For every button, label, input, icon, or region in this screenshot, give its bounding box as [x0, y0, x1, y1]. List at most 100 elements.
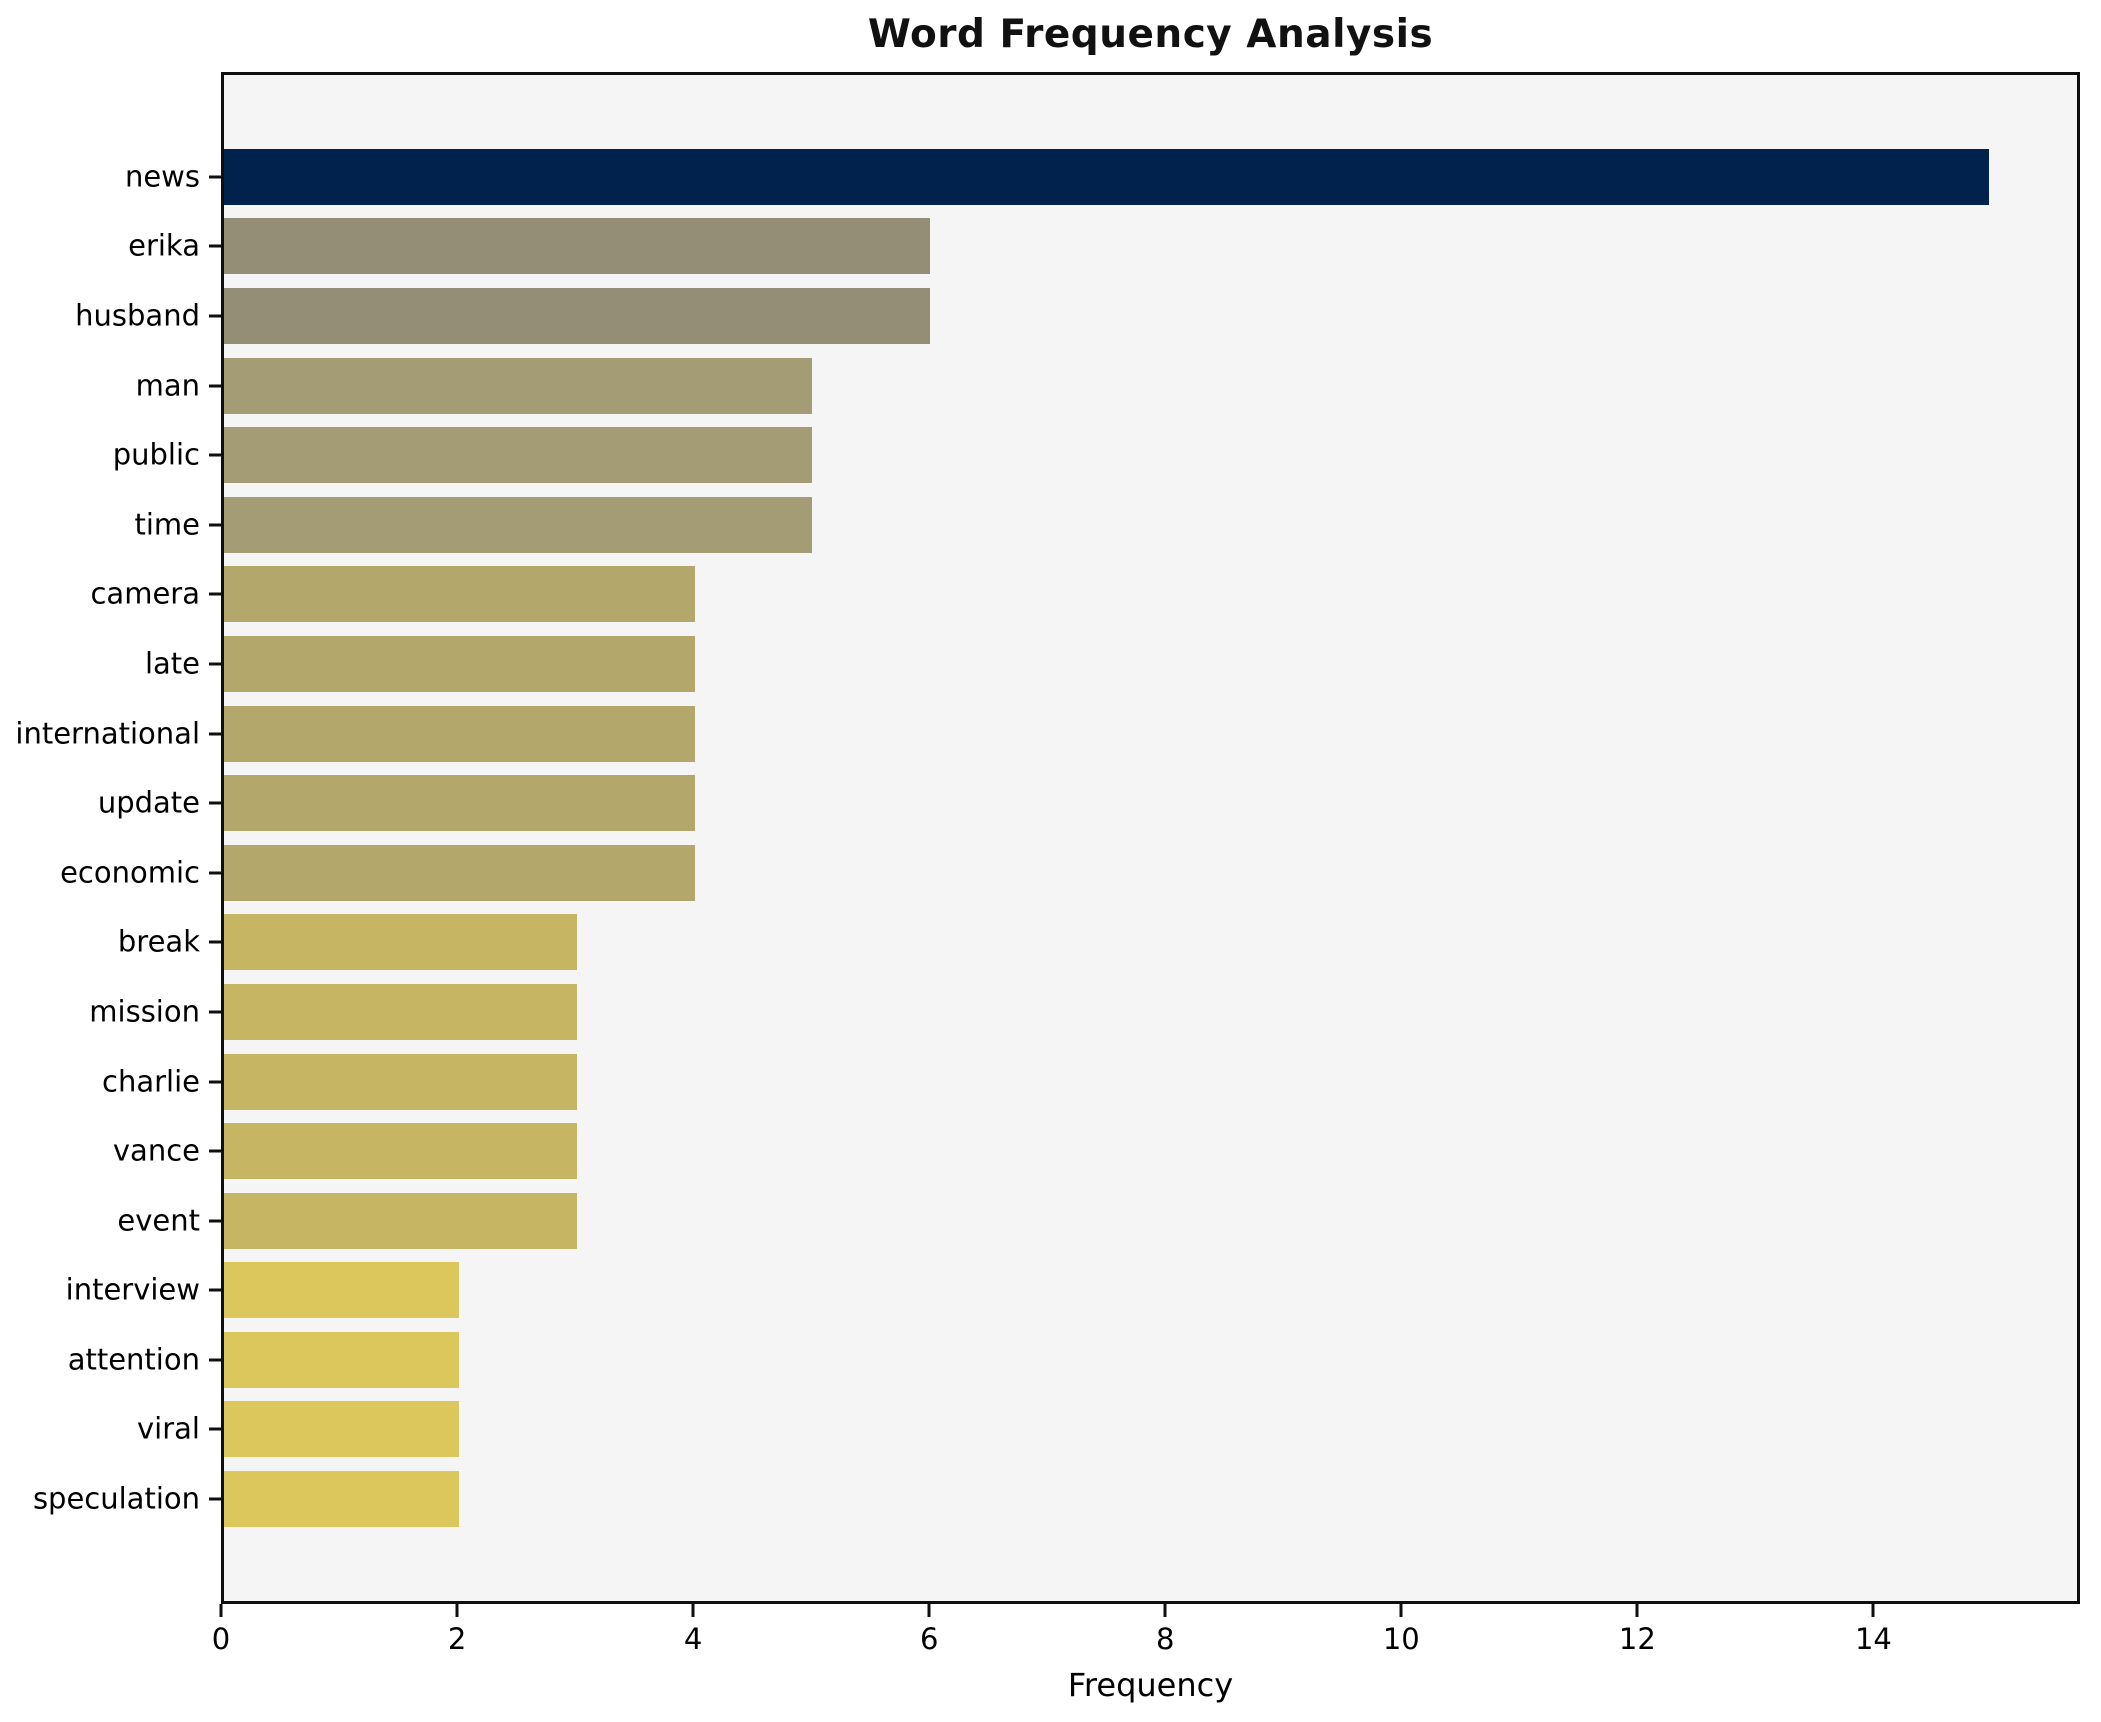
y-tick-mark	[209, 523, 221, 527]
x-tick-mark	[691, 1604, 695, 1617]
plot-area: news erika husband man public time camera late i…	[15, 72, 2080, 1604]
bar-row: late	[145, 629, 2077, 699]
y-tick-label: erika	[128, 228, 200, 263]
bar-mission	[224, 983, 577, 1040]
bar-row: economic	[60, 838, 2077, 908]
bar-row: mission	[89, 977, 2077, 1047]
y-tick-mark	[209, 1219, 221, 1223]
y-tick-mark	[209, 175, 221, 179]
y-tick-mark	[209, 314, 221, 318]
bar-news	[224, 148, 1989, 205]
x-tick-mark	[455, 1604, 459, 1617]
bar-row: public	[113, 420, 2077, 490]
y-tick-label: man	[135, 368, 200, 403]
y-tick-label: update	[97, 785, 200, 820]
bar-row: erika	[128, 212, 2077, 282]
y-tick-label: husband	[75, 298, 200, 333]
y-tick-label: viral	[137, 1411, 200, 1446]
x-tick-label: 2	[447, 1622, 467, 1656]
bar-row: event	[117, 1186, 2077, 1256]
bar-vance	[224, 1123, 577, 1180]
x-tick-label: 0	[211, 1622, 231, 1656]
y-tick-label: economic	[60, 855, 200, 890]
x-tick-label: 14	[1854, 1622, 1892, 1656]
bar-group: news erika husband man public time camera late i…	[15, 75, 2077, 1601]
bar-row: news	[125, 142, 2077, 212]
bar-row: charlie	[102, 1047, 2077, 1117]
bar-late	[224, 635, 695, 692]
bar-erika	[224, 218, 930, 275]
y-tick-mark	[209, 1427, 221, 1431]
bar-husband	[224, 287, 930, 344]
y-tick-mark	[209, 1010, 221, 1014]
bar-international	[224, 705, 695, 762]
y-tick-mark	[209, 1358, 221, 1362]
y-tick-mark	[209, 662, 221, 666]
y-tick-label: event	[117, 1203, 200, 1238]
bar-interview	[224, 1262, 460, 1319]
y-tick-label: late	[144, 646, 200, 681]
y-tick-mark	[209, 384, 221, 388]
y-tick-label: international	[15, 716, 200, 751]
y-tick-mark	[209, 1149, 221, 1153]
bar-economic	[224, 844, 695, 901]
y-tick-mark	[209, 453, 221, 457]
bar-row: viral	[137, 1395, 2077, 1465]
x-tick-label: 8	[1156, 1622, 1175, 1656]
bar-row: camera	[90, 560, 2077, 630]
bar-row: interview	[66, 1256, 2077, 1326]
y-tick-label: mission	[89, 994, 200, 1029]
y-tick-mark	[209, 871, 221, 875]
y-tick-mark	[209, 940, 221, 944]
y-tick-label: time	[134, 507, 200, 542]
bar-row: speculation	[33, 1464, 2077, 1534]
x-tick-mark	[219, 1604, 223, 1617]
x-tick-label: 12	[1618, 1622, 1656, 1656]
bar-row: time	[134, 490, 2077, 560]
y-tick-label: attention	[67, 1342, 200, 1377]
bar-row: international	[15, 699, 2077, 769]
bar-update	[224, 775, 695, 832]
y-tick-mark	[209, 732, 221, 736]
y-tick-mark	[209, 592, 221, 596]
x-tick-label: 10	[1382, 1622, 1420, 1656]
y-tick-label: interview	[65, 1272, 200, 1307]
bar-event	[224, 1192, 577, 1249]
y-tick-label: speculation	[32, 1481, 200, 1516]
bar-time	[224, 496, 813, 553]
x-tick-mark	[1163, 1604, 1167, 1617]
bar-row: husband	[75, 281, 2077, 351]
bar-viral	[224, 1401, 460, 1458]
x-tick-label: 4	[683, 1622, 703, 1656]
bar-camera	[224, 566, 695, 623]
y-tick-label: news	[124, 159, 200, 194]
x-tick-mark	[927, 1604, 931, 1617]
y-tick-label: charlie	[102, 1064, 200, 1099]
bar-row: vance	[113, 1116, 2077, 1186]
bar-row: break	[118, 908, 2077, 978]
y-tick-label: camera	[90, 576, 200, 611]
bar-row: attention	[68, 1325, 2077, 1395]
y-tick-mark	[209, 1497, 221, 1501]
y-tick-mark	[209, 801, 221, 805]
bar-row: man	[136, 351, 2077, 421]
bar-charlie	[224, 1053, 577, 1110]
y-tick-label: public	[112, 437, 200, 472]
x-axis-label: Frequency	[1067, 1666, 1234, 1704]
bar-break	[224, 914, 577, 971]
bar-man	[224, 357, 813, 414]
x-tick-mark	[1871, 1604, 1875, 1617]
bar-public	[224, 427, 813, 484]
bar-attention	[224, 1331, 460, 1388]
chart-title: Word Frequency Analysis	[867, 12, 1434, 57]
x-tick-label: 6	[919, 1622, 939, 1656]
x-tick-mark	[1635, 1604, 1639, 1617]
x-tick-mark	[1399, 1604, 1403, 1617]
y-tick-mark	[209, 1288, 221, 1292]
y-tick-mark	[209, 244, 221, 248]
bar-speculation	[224, 1471, 460, 1528]
y-tick-label: break	[117, 924, 200, 959]
y-tick-label: vance	[112, 1133, 200, 1168]
bar-row: update	[98, 768, 2077, 838]
